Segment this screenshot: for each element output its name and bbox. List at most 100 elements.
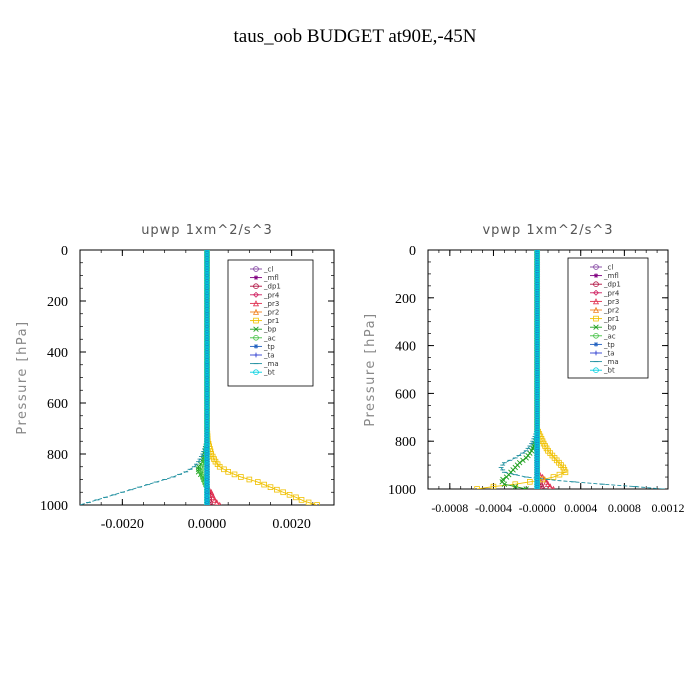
legend-label: _ma: [603, 358, 619, 366]
x-tick-label: 0.0004: [564, 501, 597, 515]
data-point_bp: [523, 486, 529, 489]
legend-label: _ac: [603, 332, 616, 340]
legend-label: _cl: [263, 266, 273, 274]
legend-marker: [253, 266, 259, 272]
legend-label: _ma: [263, 360, 279, 368]
legend-label: _mfl: [603, 272, 619, 280]
x-tick-label: 0.0000: [188, 517, 227, 532]
legend-marker: [252, 308, 260, 315]
x-tick-label: -0.0000: [519, 501, 556, 515]
legend-marker: [593, 367, 599, 374]
legend-entry_pr3: _pr3: [590, 298, 619, 306]
x-tick-label: 0.0020: [272, 517, 311, 532]
series-line_bp: [500, 250, 538, 489]
legend-label: _ta: [263, 352, 275, 360]
legend-entry_bp: _bp: [590, 324, 617, 332]
data-point_bp: [501, 481, 508, 487]
legend-entry_ma: _ma: [590, 358, 619, 366]
y-tick-label: 800: [395, 435, 416, 450]
legend-box: [567, 257, 649, 379]
panel-title: vpwp 1xm^2/s^3: [482, 223, 613, 238]
legend-entry_ac: _ac: [250, 334, 276, 342]
y-axis-label: Pressure [hPa]: [15, 320, 30, 434]
data-point_bp: [503, 474, 510, 480]
legend-marker: [253, 352, 259, 358]
legend-label: _pr1: [603, 315, 619, 323]
legend-label: _tp: [603, 341, 615, 349]
legend-entry_ma: _ma: [250, 360, 279, 368]
legend-label: _pr4: [603, 289, 620, 297]
legend: _cl_mfl_dp1_pr4_pr3_pr2_pr1_bp_ac_tp_ta_…: [227, 259, 314, 387]
legend-marker: [593, 264, 599, 270]
legend-marker: [592, 306, 600, 313]
legend-marker: [593, 332, 599, 339]
data-point_pr3: [544, 480, 552, 488]
y-tick-label: 200: [47, 295, 68, 310]
x-tick-label: 0.0012: [652, 501, 685, 515]
y-tick-label: 0: [409, 244, 416, 259]
y-tick-label: 400: [395, 340, 416, 355]
upwp-panel: upwp 1xm^2/s^3 Pressure [hPa] 0 200 400 600 80…: [15, 223, 335, 532]
legend-entry_mfl: _mfl: [250, 274, 279, 282]
legend-entry_tp: _tp: [590, 341, 615, 349]
legend-label: _bp: [603, 324, 617, 332]
legend-entry_ta: _ta: [590, 350, 615, 358]
y-tick-label: 600: [47, 397, 68, 412]
legend-label: _pr3: [603, 298, 619, 306]
legend-entry_cl: _cl: [590, 264, 613, 272]
legend-label: _tp: [263, 343, 275, 351]
legend-marker: [593, 273, 599, 278]
legend-entry_cl: _cl: [250, 266, 273, 274]
data-point_bp: [195, 464, 202, 470]
legend-label: _mfl: [263, 274, 279, 282]
legend-label: _ac: [263, 334, 276, 342]
data-point_bp: [512, 483, 518, 489]
legend-label: _bt: [603, 367, 615, 375]
legend-marker: [252, 300, 260, 307]
data-point_pr1: [562, 469, 569, 476]
data-point_ac: [198, 471, 205, 478]
legend-label: _bt: [263, 369, 275, 377]
data-point_bt: [204, 499, 210, 505]
legend-label: _pr3: [263, 300, 279, 308]
legend-marker: [593, 315, 599, 322]
series-line_ma: [80, 250, 208, 505]
legend-entry_pr3: _pr3: [250, 300, 279, 308]
legend-entry_pr4: _pr4: [250, 291, 280, 299]
y-tick-label: 600: [395, 387, 416, 402]
data-point_pr1: [225, 469, 231, 475]
legend-label: _dp1: [603, 281, 621, 289]
legend-marker: [253, 291, 259, 298]
x-tick-label: -0.0004: [475, 501, 512, 515]
legend-label: _dp1: [263, 283, 281, 291]
series_ma: [80, 250, 210, 505]
series_pr1: [474, 250, 569, 489]
data-point_pr3: [213, 499, 220, 505]
data-point_pr1: [267, 484, 274, 490]
legend-entry_pr2: _pr2: [590, 307, 619, 315]
series_bt: [534, 250, 540, 489]
y-tick-label: 1000: [388, 483, 416, 498]
data-point_pr1: [539, 476, 546, 483]
data-point_pr1: [238, 474, 244, 480]
legend-entry_ac: _ac: [590, 332, 616, 340]
legend-marker: [593, 324, 599, 330]
data-point_pr1: [254, 479, 261, 485]
legend-marker: [253, 334, 259, 341]
data-point_pr3: [211, 496, 218, 503]
data-point_bt: [534, 483, 540, 489]
legend-label: _bp: [263, 326, 277, 334]
legend-marker: [253, 275, 259, 280]
data-point_bt: [204, 502, 210, 505]
data-point_pr1: [246, 476, 253, 483]
legend-marker: [253, 283, 259, 290]
legend-entry_bt: _bt: [250, 369, 275, 377]
legend-entry_pr1: _pr1: [590, 315, 619, 323]
data-point_pr1: [490, 483, 497, 489]
legend-box: [227, 259, 314, 387]
legend-label: _cl: [603, 264, 613, 272]
legend-entry_bp: _bp: [250, 326, 277, 334]
plot-area: [80, 250, 320, 505]
series_bt: [204, 250, 210, 505]
